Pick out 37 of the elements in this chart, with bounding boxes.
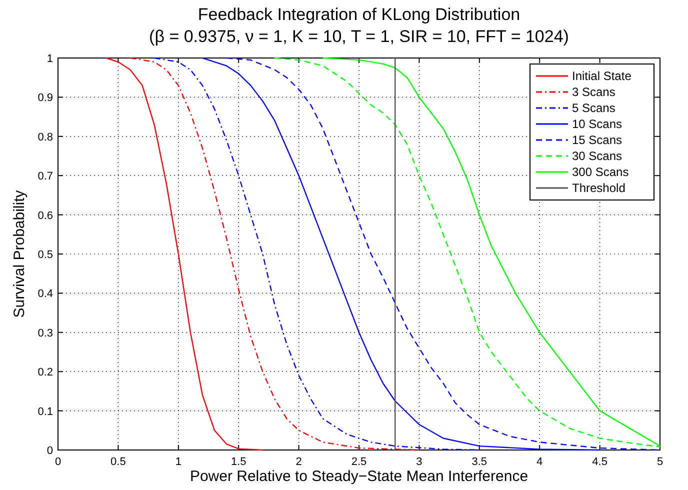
y-tick-label: 0.8 — [38, 131, 53, 144]
x-tick-label: 4 — [536, 456, 543, 468]
x-tick-label: 3 — [416, 456, 422, 468]
line-series — [106, 57, 264, 451]
legend-label: 30 Scans — [572, 149, 622, 163]
y-tick-label: 0.4 — [38, 288, 53, 300]
x-tick-label: 2.5 — [351, 456, 367, 468]
line-series — [130, 57, 420, 451]
x-axis-title: Power Relative to Steady−State Mean Interference — [190, 468, 528, 485]
x-tick-label: 5 — [656, 456, 664, 468]
y-tick-label: 0.6 — [38, 210, 53, 222]
y-tick-label: 0.3 — [38, 327, 53, 340]
x-tick-label: 3.5 — [472, 456, 488, 468]
x-tick-label: 1 — [175, 456, 182, 468]
legend-label: 15 Scans — [572, 133, 622, 147]
chart-subtitle: (β = 0.9375, ν = 1, K = 10, T = 1, SIR = 10, FFT = 1024) — [149, 27, 569, 46]
x-tick-label: 4.5 — [592, 456, 608, 468]
y-tick-label: 0 — [46, 445, 53, 457]
x-tick-label: 2 — [296, 456, 302, 468]
x-tick-label: 0 — [54, 456, 62, 468]
legend-label: Threshold — [572, 181, 626, 195]
y-tick-label: 0.9 — [38, 92, 53, 104]
y-tick-label: 0.7 — [38, 170, 53, 183]
y-tick-label: 0.1 — [38, 406, 53, 418]
y-tick-label: 0.5 — [38, 249, 53, 261]
y-axis-title: Survival Probability — [11, 190, 28, 318]
legend-label: 300 Scans — [572, 165, 629, 179]
y-tick-label: 0.2 — [38, 366, 53, 379]
legend-label: 5 Scans — [572, 101, 616, 115]
line-series — [154, 57, 480, 451]
legend-label: 10 Scans — [572, 117, 622, 131]
x-tick-label: 0.5 — [110, 456, 126, 468]
legend-label: 3 Scans — [572, 85, 616, 99]
chart-title: Feedback Integration of KLong Distribution — [198, 5, 520, 24]
legend-label: Initial State — [572, 69, 632, 83]
x-tick-label: 1.5 — [230, 456, 246, 468]
y-tick-label: 1 — [46, 53, 53, 65]
